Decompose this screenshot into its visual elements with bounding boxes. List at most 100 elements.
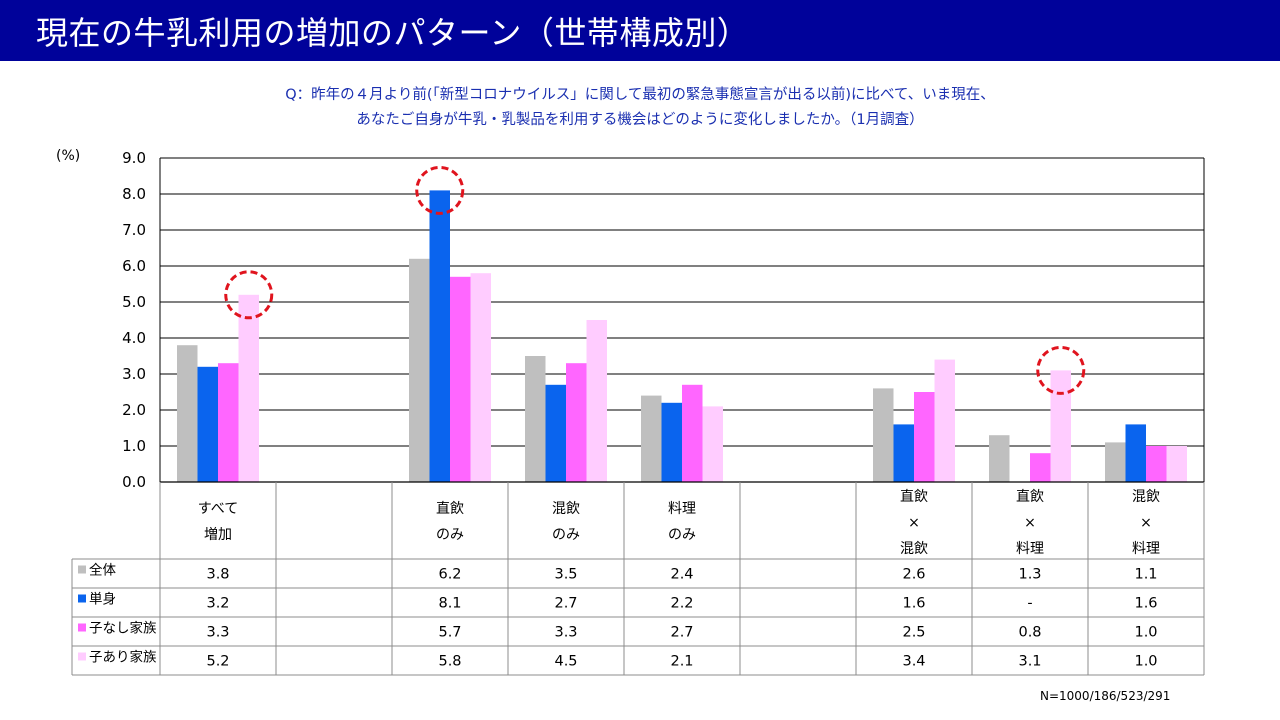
title-bar: 現在の牛乳利用の増加のパターン（世帯構成別） [0, 0, 1280, 61]
data-label: 3.3 [554, 625, 577, 641]
y-tick-label: 8.0 [122, 185, 146, 203]
y-tick-label: 7.0 [122, 221, 146, 239]
category-label: 料理 [1016, 541, 1044, 557]
bar [525, 356, 546, 482]
category-label: 混飲 [1132, 489, 1160, 505]
y-tick-label: 5.0 [122, 293, 146, 311]
bar [545, 384, 566, 482]
bar [566, 363, 587, 482]
category-label: × [1024, 515, 1036, 531]
bar [177, 345, 198, 482]
bar [682, 384, 703, 482]
data-label: 4.5 [554, 654, 577, 670]
y-tick-label: 3.0 [122, 365, 146, 383]
bar [470, 273, 491, 482]
bar [661, 402, 682, 482]
highlight-circle [415, 165, 465, 215]
data-label: 2.5 [902, 625, 925, 641]
data-label: 6.2 [438, 567, 461, 583]
bar [429, 190, 450, 482]
sample-size-note: N=1000/186/523/291 [1040, 689, 1171, 703]
category-label: のみ [552, 527, 580, 543]
data-label: 3.2 [206, 596, 229, 612]
y-tick-label: 6.0 [122, 257, 146, 275]
bar [1125, 424, 1146, 482]
legend-swatch [78, 652, 86, 661]
bar [197, 366, 218, 482]
category-label: 料理 [668, 501, 696, 517]
category-label: 直飲 [436, 500, 464, 517]
data-label: 3.3 [206, 625, 229, 641]
category-label: のみ [436, 527, 464, 543]
y-axis-unit: (%) [56, 148, 81, 164]
bar [450, 276, 471, 482]
bar [934, 359, 955, 482]
data-label: - [1027, 596, 1032, 612]
category-label: × [1140, 515, 1152, 531]
legend-label: 単身 [89, 592, 116, 608]
highlight-circle [1036, 345, 1086, 395]
data-label: 2.1 [670, 654, 693, 670]
y-tick-label: 9.0 [122, 149, 146, 167]
data-label: 1.0 [1134, 625, 1157, 641]
question-line-1: Q：昨年の４月より前(「新型コロナウイルス」に関して最初の緊急事態宣言が出る以前… [285, 87, 995, 103]
bar [409, 258, 430, 482]
data-label: 3.5 [554, 567, 577, 583]
data-label: 2.6 [902, 567, 925, 583]
data-label: 1.0 [1134, 654, 1157, 670]
data-label: 2.7 [554, 596, 577, 612]
bar [586, 320, 607, 482]
bar [1030, 453, 1051, 482]
category-label: すべて [198, 501, 238, 517]
data-label: 3.1 [1018, 654, 1041, 670]
bar [702, 406, 723, 482]
data-label: 3.8 [206, 567, 229, 583]
legend-label: 子なし家族 [89, 620, 157, 637]
data-label: 3.4 [902, 654, 925, 670]
legend-swatch [78, 565, 86, 574]
bar [641, 395, 662, 482]
question-line-2: あなたご自身が牛乳・乳製品を利用する機会はどのように変化しましたか。（1月調査） [356, 112, 924, 128]
category-label: 混飲 [900, 541, 928, 557]
category-label: 混飲 [552, 501, 580, 517]
data-label: 1.6 [1134, 596, 1157, 612]
category-label: 料理 [1132, 541, 1160, 557]
bar [989, 435, 1010, 482]
y-tick-label: 2.0 [122, 401, 146, 419]
bar [238, 294, 259, 482]
data-label: 8.1 [438, 596, 461, 612]
page-title: 現在の牛乳利用の増加のパターン（世帯構成別） [36, 14, 750, 52]
data-label: 5.8 [438, 654, 461, 670]
y-tick-label: 4.0 [122, 329, 146, 347]
highlight-circle [224, 270, 274, 320]
data-label: 2.2 [670, 596, 693, 612]
category-label: のみ [668, 527, 696, 543]
bar [1105, 442, 1126, 482]
bar [218, 363, 239, 482]
legend-label: 子あり家族 [89, 649, 157, 666]
legend-label: 全体 [89, 562, 116, 579]
bar [914, 392, 935, 482]
category-label: 増加 [204, 527, 232, 543]
data-label: 1.3 [1018, 567, 1041, 583]
data-label: 0.8 [1018, 625, 1041, 641]
data-label: 1.6 [902, 596, 925, 612]
category-label: 直飲 [900, 488, 928, 505]
bar [1146, 446, 1167, 482]
data-label: 5.7 [438, 625, 461, 641]
y-tick-label: 1.0 [122, 437, 146, 455]
data-label: 5.2 [206, 654, 229, 670]
data-label: 1.1 [1134, 567, 1157, 583]
bar [1050, 370, 1071, 482]
bar [873, 388, 894, 482]
y-tick-label: 0.0 [122, 473, 146, 491]
data-label: 2.4 [670, 567, 693, 583]
legend-swatch [78, 623, 86, 632]
legend-swatch [78, 594, 86, 603]
category-label: × [908, 515, 920, 531]
data-label: 2.7 [670, 625, 693, 641]
category-label: 直飲 [1016, 488, 1044, 505]
bar [893, 424, 914, 482]
bar [1166, 446, 1187, 482]
